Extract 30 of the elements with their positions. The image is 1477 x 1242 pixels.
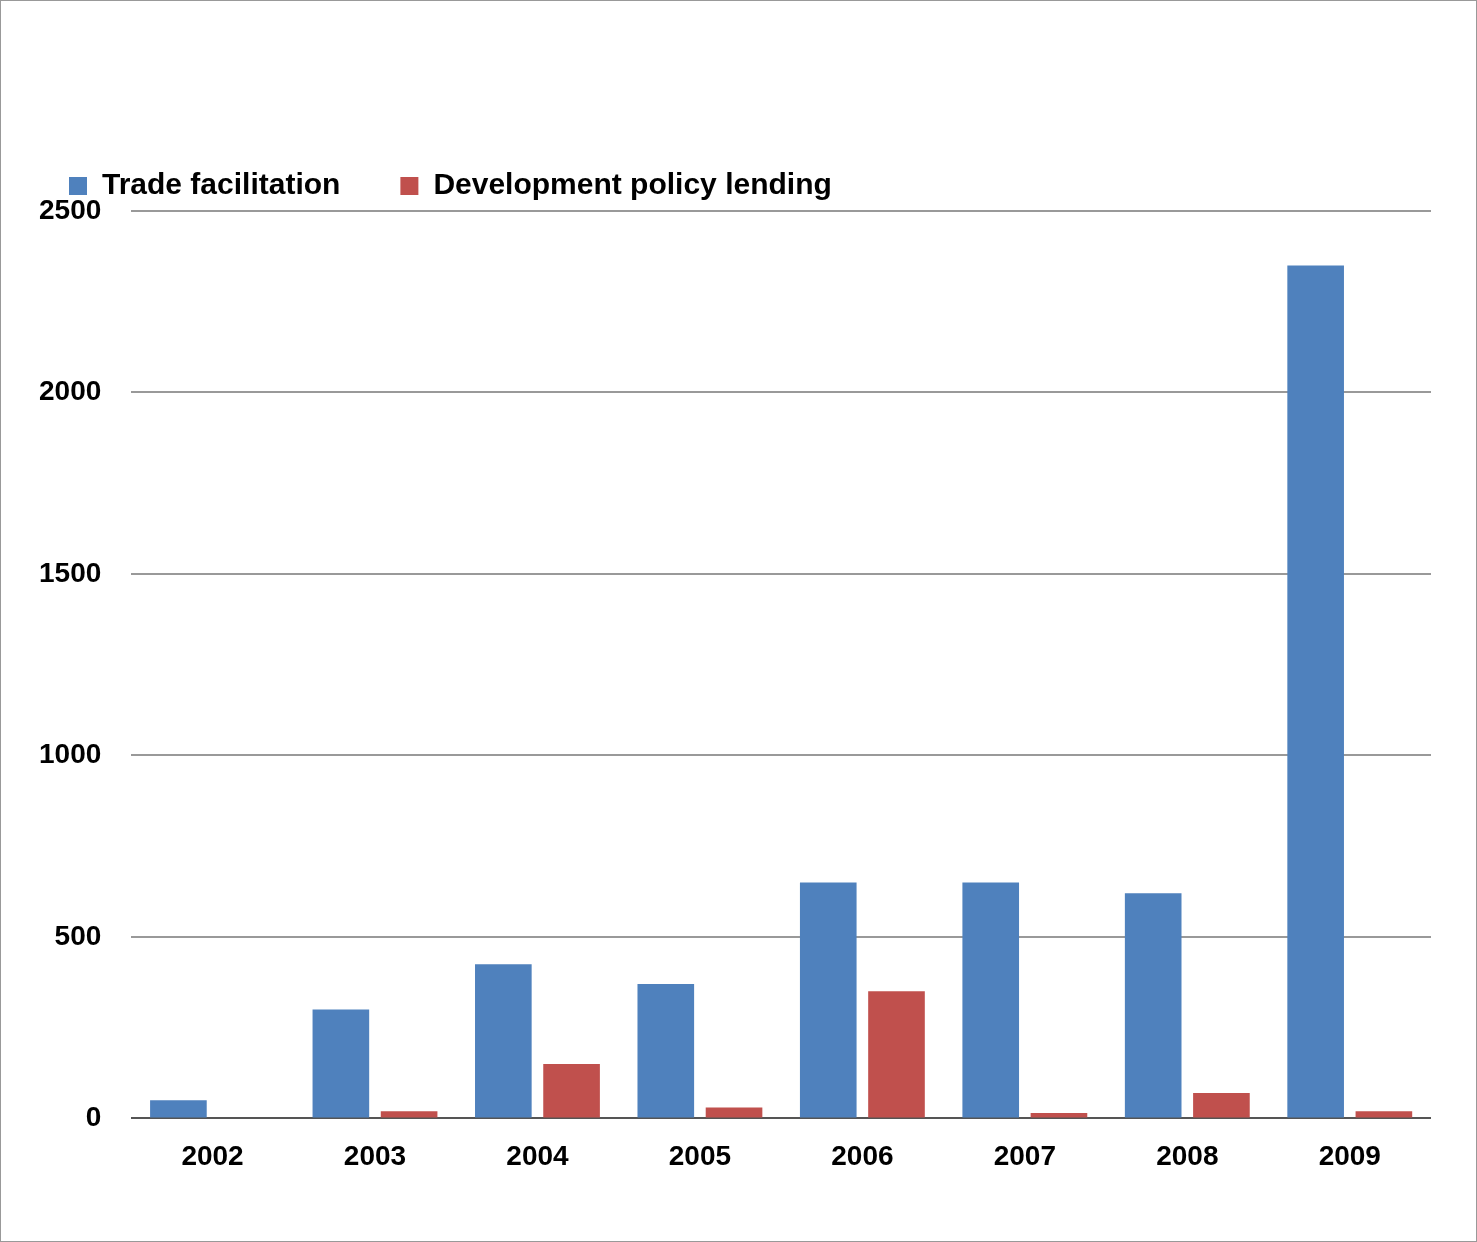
bar bbox=[1193, 1092, 1250, 1118]
y-tick-label: 0 bbox=[85, 1101, 102, 1133]
legend-label: Development policy lending bbox=[433, 167, 832, 201]
x-tick-label: 2004 bbox=[506, 1139, 570, 1171]
x-tick-label: 2009 bbox=[1318, 1139, 1381, 1171]
y-tick-label: 1000 bbox=[38, 738, 102, 770]
bar bbox=[962, 882, 1020, 1118]
x-tick-label: 2002 bbox=[181, 1139, 244, 1171]
bar bbox=[637, 984, 695, 1118]
legend-label: Trade facilitation bbox=[102, 167, 341, 201]
bar bbox=[543, 1063, 600, 1118]
y-tick-label: 1500 bbox=[38, 556, 102, 588]
x-tick-label: 2008 bbox=[1156, 1139, 1219, 1171]
bar bbox=[380, 1111, 438, 1118]
x-tick-label: 2003 bbox=[343, 1139, 407, 1171]
bar bbox=[1355, 1111, 1413, 1118]
bar bbox=[150, 1100, 207, 1118]
y-tick-label: 2000 bbox=[38, 375, 102, 407]
x-tick-label: 2007 bbox=[993, 1139, 1056, 1171]
bar bbox=[1287, 265, 1344, 1118]
bar bbox=[312, 1009, 370, 1118]
bar bbox=[705, 1107, 763, 1118]
bar bbox=[868, 991, 925, 1118]
y-tick-label: 2500 bbox=[38, 193, 102, 225]
y-tick-label: 500 bbox=[54, 919, 102, 951]
bar bbox=[799, 882, 857, 1118]
bar bbox=[475, 964, 532, 1118]
x-tick-label: 2005 bbox=[668, 1139, 732, 1171]
x-tick-label: 2006 bbox=[831, 1139, 894, 1171]
bar bbox=[1124, 893, 1182, 1118]
